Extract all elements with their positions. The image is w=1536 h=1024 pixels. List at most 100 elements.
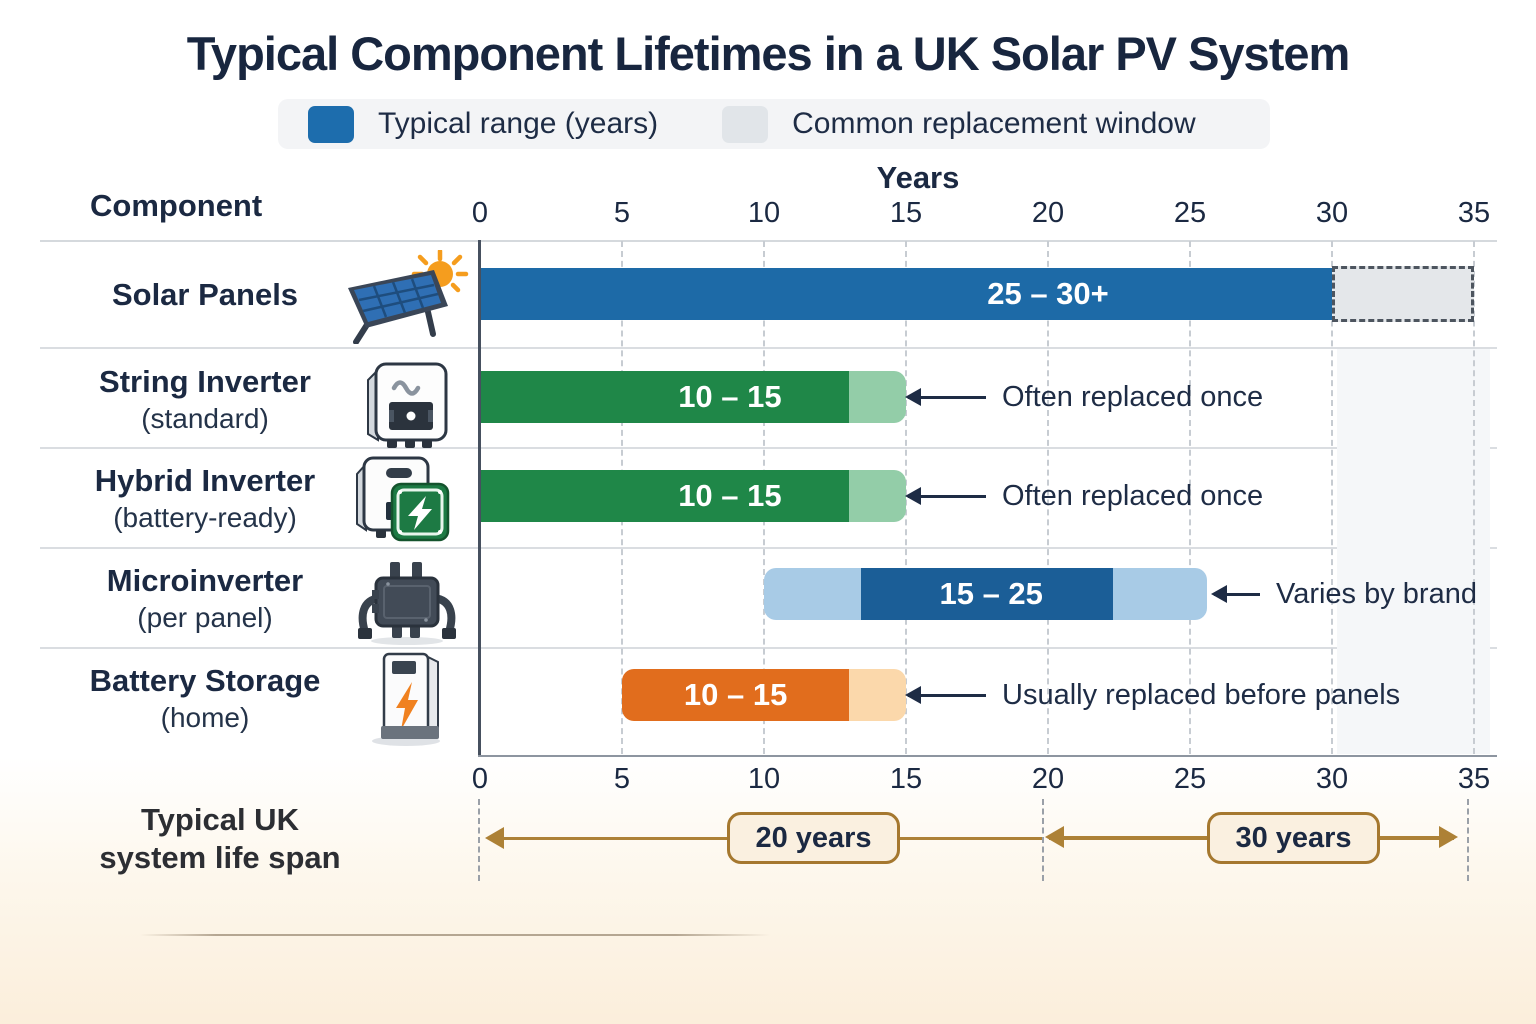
row-label-battery-storage: Battery Storage (home) [60,663,350,734]
replacement-window-swatch-icon [722,105,769,143]
y-axis-line [478,240,481,757]
bar-string-inverter: 10 – 15 [480,371,1474,423]
lifespan-arrow-badge-to-20 [900,837,1042,840]
gridline-25 [1189,241,1191,754]
bottom-axis-ticks: 0 5 10 15 20 25 30 35 [472,763,1490,799]
bar-segment-replacement-window [1332,266,1474,322]
tick-label-15: 15 [889,763,923,795]
tick-label-15: 15 [889,197,923,229]
bar-segment [849,470,906,522]
annotation-text: Varies by brand [1276,577,1477,610]
row-name: Hybrid Inverter [94,463,316,498]
years-axis-title: Years [876,160,960,195]
page-title: Typical Component Lifetimes in a UK Sola… [186,27,1351,80]
tick-label-30: 30 [1315,763,1349,795]
gridline-20 [1046,241,1049,754]
lifespan-badge-30: 30 years [1207,812,1380,864]
bar-label: 15 – 25 [939,576,1043,611]
annotation-hybrid-inverter: Often replaced once [905,470,1264,522]
row-subtitle: (home) [160,701,250,733]
annotation-text: Often replaced once [1002,479,1264,512]
bar-label: 25 – 30+ [987,276,1109,311]
bar-label: 10 – 15 [678,478,782,513]
microinverter-icon [348,552,466,651]
left-arrow-icon [905,387,986,406]
bar-segment [764,568,861,620]
row-subtitle: (per panel) [137,601,273,633]
gridline-30 [1331,241,1333,754]
tick-label-10: 10 [747,197,781,229]
bar-segment [849,669,906,721]
lifespan-dashed-line-35 [1467,799,1469,881]
bar-label: 10 – 15 [678,379,782,414]
bar-segment [480,268,1332,320]
legend-label-typical: Typical range (years) [378,107,659,140]
bar-microinverter: 15 – 25 [480,568,1474,620]
row-subtitle: (standard) [141,402,269,434]
footer-divider-line [140,934,770,936]
lifespan-arrow-20-to-badge [1045,826,1207,848]
lifespan-label-line1: Typical UK [141,802,299,837]
plot-area: 25 – 30+ 10 – 15 10 – 15 15 – 25 10 – 15 [480,240,1475,755]
component-column-header: Component [90,188,263,223]
lifespan-arrow-badge-to-35 [1380,826,1458,848]
bar-label: 10 – 15 [683,677,788,712]
row-name: Solar Panels [111,277,299,312]
bar-segment [860,568,1114,620]
top-axis-ticks: 0 5 10 15 20 25 30 35 [472,197,1490,233]
annotation-microinverter: Varies by brand [1211,568,1477,620]
left-arrow-icon [1211,584,1260,603]
lifespan-badge-20: 20 years [727,812,900,864]
solar-panel-icon [336,248,474,349]
row-name: Microinverter [106,563,304,598]
tick-label-35: 35 [1457,197,1491,229]
annotation-text: Often replaced once [1002,380,1264,413]
row-label-solar-panels: Solar Panels [60,277,350,313]
row-label-microinverter: Microinverter (per panel) [60,563,350,634]
annotation-text: Usually replaced before panels [1002,678,1401,711]
tick-label-20: 20 [1031,763,1065,795]
legend-label-replacement: Common replacement window [792,107,1196,140]
tick-label-5: 5 [613,197,631,229]
legend: Typical range (years) Common replacement… [278,99,1270,149]
row-name: String Inverter [99,364,311,399]
tick-label-20: 20 [1031,197,1065,229]
row-name: Battery Storage [89,663,321,698]
chart-frame-top-line [40,240,1497,242]
gridline-35 [1473,241,1475,754]
row-label-hybrid-inverter: Hybrid Inverter (battery-ready) [60,463,350,534]
footer: 0 5 10 15 20 25 30 35 Typical UK system life sp… [0,757,1536,1024]
tick-label-0: 0 [471,763,489,795]
left-arrow-icon [905,685,986,704]
bar-segment [480,470,850,522]
row-separator [40,647,1497,649]
lifespan-label-line2: system life span [99,840,341,875]
row-label-string-inverter: String Inverter (standard) [60,364,350,435]
annotation-battery-storage: Usually replaced before panels [905,669,1401,721]
lifespan-arrow-0-to-20 [485,827,727,849]
typical-range-swatch-icon [308,105,354,143]
x-axis-line [478,755,1497,758]
bar-segment [480,371,850,423]
bar-segment [1113,568,1208,620]
tick-label-25: 25 [1173,763,1207,795]
row-separator [40,447,1497,449]
replacement-window-band [1337,349,1490,754]
bar-solar-panels: 25 – 30+ [480,266,1474,322]
bar-segment [849,371,906,423]
hybrid-inverter-icon [344,452,470,553]
left-arrow-icon [905,486,986,505]
lifespan-dashed-line-20 [1042,799,1044,881]
tick-label-10: 10 [747,763,781,795]
tick-label-0: 0 [471,197,489,229]
tick-label-5: 5 [613,763,631,795]
tick-label-30: 30 [1315,197,1349,229]
bar-battery-storage: 10 – 15 [480,669,1474,721]
bar-hybrid-inverter: 10 – 15 [480,470,1474,522]
row-separator [40,547,1497,549]
string-inverter-icon [350,356,462,453]
battery-storage-icon [356,648,460,753]
lifespan-dashed-line-0 [478,799,480,881]
annotation-string-inverter: Often replaced once [905,371,1264,423]
